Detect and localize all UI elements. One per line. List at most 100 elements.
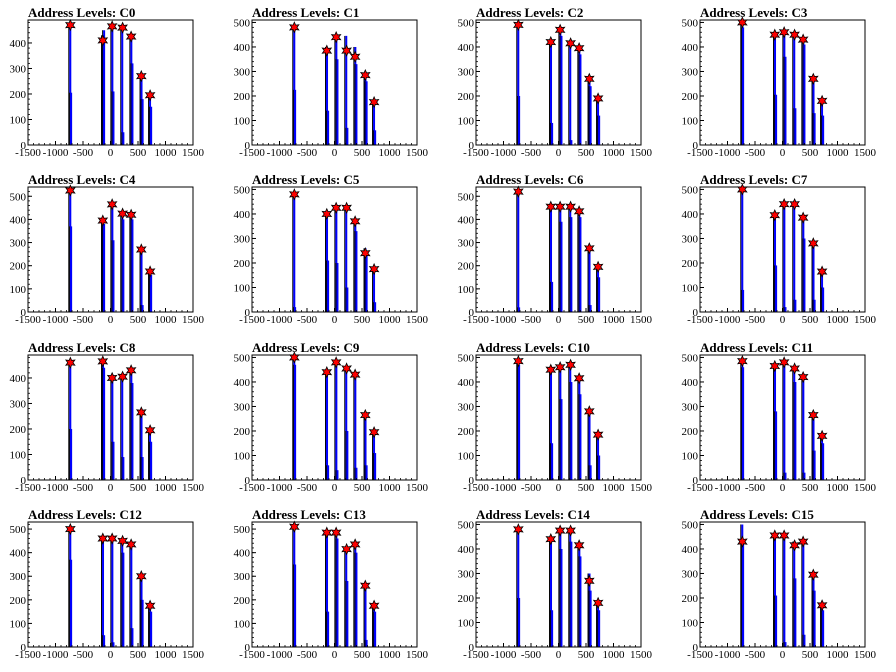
- y-tick-label: 500: [234, 524, 251, 536]
- y-tick-label: 200: [682, 91, 699, 103]
- x-tick-label: -1500: [15, 314, 41, 326]
- y-tick-label: 300: [682, 568, 699, 580]
- y-tick-label: 500: [682, 352, 699, 364]
- y-tick-label: 500: [682, 184, 699, 196]
- peak-marker-star: [583, 72, 595, 86]
- y-tick-label: 300: [458, 401, 475, 413]
- x-tick-label: 1500: [182, 649, 205, 661]
- y-tick-label: 200: [234, 426, 251, 438]
- x-tick-label: 0: [108, 147, 114, 159]
- x-tick-label: -1000: [267, 314, 293, 326]
- y-tick-label: 300: [458, 238, 475, 250]
- peak-marker-star: [592, 596, 604, 610]
- peak-marker-star: [736, 354, 748, 368]
- peak-marker-star: [554, 361, 566, 374]
- y-tick-label: 0: [469, 307, 475, 319]
- panel-c4: Address Levels: C40100200300400500-1500-…: [10, 172, 205, 326]
- y-tick-label: 300: [682, 66, 699, 78]
- x-tick-label: -500: [521, 649, 542, 661]
- peak-marker-star: [565, 358, 576, 371]
- x-tick-label: 1000: [379, 147, 402, 159]
- panel-c11: Address Levels: C11 0 100 200 300 400 500 -1500…: [682, 340, 877, 494]
- x-tick-label: 500: [130, 482, 147, 494]
- panel-title: Address Levels: C13: [252, 507, 366, 522]
- x-tick-label: -500: [297, 314, 318, 326]
- panel-title: Address Levels: C11: [700, 340, 813, 355]
- y-tick-label: 100: [682, 115, 699, 127]
- x-tick-label: 1000: [379, 314, 402, 326]
- x-tick-label: -1000: [715, 649, 741, 661]
- x-tick-label: 1500: [182, 314, 205, 326]
- peak-marker-star: [359, 408, 371, 422]
- x-tick-label: -1500: [239, 314, 265, 326]
- y-tick-label: 300: [10, 398, 27, 410]
- x-tick-label: -500: [297, 482, 318, 494]
- peak-marker-star: [797, 535, 809, 548]
- x-tick-label: 500: [578, 147, 595, 159]
- peak-marker-star: [545, 200, 557, 213]
- x-tick-label: -500: [521, 482, 542, 494]
- y-tick-label: 100: [234, 115, 251, 127]
- x-tick-label: 500: [802, 314, 819, 326]
- x-tick-label: 1500: [854, 314, 877, 326]
- x-tick-label: -1000: [491, 482, 517, 494]
- y-tick-label: 300: [458, 66, 475, 78]
- x-tick-label: -500: [73, 482, 94, 494]
- panel-title: Address Levels: C6: [476, 172, 584, 187]
- x-tick-label: 500: [130, 147, 147, 159]
- x-tick-label: 0: [332, 314, 338, 326]
- panel-c14: Address Levels: C14 0 100 200 300 400 500 -1500…: [458, 507, 653, 661]
- peak-marker-star: [144, 89, 156, 102]
- x-tick-label: 1000: [603, 147, 626, 159]
- peak-marker-star: [321, 526, 333, 539]
- y-tick-label: 0: [21, 140, 27, 152]
- peak-marker-star: [816, 599, 828, 612]
- panel-title: Address Levels: C12: [28, 507, 142, 522]
- x-tick-label: 1500: [182, 482, 205, 494]
- y-tick-label: 100: [234, 282, 251, 294]
- y-tick-label: 0: [245, 307, 251, 319]
- peak-marker-star: [816, 265, 828, 278]
- peak-marker-star: [64, 18, 76, 32]
- peak-marker-star: [565, 37, 576, 50]
- x-tick-label: 0: [780, 649, 786, 661]
- peak-marker-star: [565, 200, 576, 213]
- x-tick-label: 1500: [854, 147, 877, 159]
- peak-marker-star: [359, 68, 371, 82]
- x-tick-label: 1500: [406, 314, 429, 326]
- x-tick-label: 1500: [854, 482, 877, 494]
- x-tick-label: -1500: [463, 147, 489, 159]
- x-tick-label: 1500: [406, 147, 429, 159]
- peak-marker-star: [778, 197, 790, 211]
- x-tick-label: 500: [802, 147, 819, 159]
- peak-marker-star: [554, 524, 566, 537]
- x-tick-label: 1000: [827, 314, 850, 326]
- x-tick-label: -500: [521, 147, 542, 159]
- peak-marker-star: [807, 568, 819, 581]
- x-tick-label: -1500: [15, 649, 41, 661]
- peak-marker-star: [573, 205, 585, 218]
- peak-marker-star: [736, 535, 748, 548]
- y-tick-label: 0: [469, 475, 475, 487]
- x-tick-label: -1500: [687, 314, 713, 326]
- x-tick-label: -1000: [715, 314, 741, 326]
- peak-marker-star: [769, 209, 781, 222]
- panel-title: Address Levels: C8: [28, 340, 136, 355]
- x-tick-label: 0: [332, 649, 338, 661]
- y-tick-label: 100: [10, 449, 27, 461]
- peak-marker-star: [769, 359, 781, 373]
- peak-marker-star: [330, 201, 342, 215]
- panel-c5: Address Levels: C50100200300400500-1500-…: [234, 172, 429, 326]
- y-tick-label: 300: [234, 401, 251, 413]
- y-tick-label: 200: [10, 261, 27, 273]
- x-tick-label: 1000: [827, 147, 850, 159]
- peak-marker-star: [64, 356, 76, 369]
- x-tick-label: -1500: [15, 147, 41, 159]
- y-tick-label: 0: [21, 642, 27, 654]
- peak-marker-star: [368, 262, 380, 276]
- y-tick-label: 400: [10, 38, 27, 50]
- panel-c6: Address Levels: C60100200300400500-1500-…: [458, 172, 653, 326]
- y-tick-label: 100: [458, 617, 475, 629]
- x-tick-label: -1000: [43, 147, 69, 159]
- panel-title: Address Levels: C2: [476, 5, 583, 20]
